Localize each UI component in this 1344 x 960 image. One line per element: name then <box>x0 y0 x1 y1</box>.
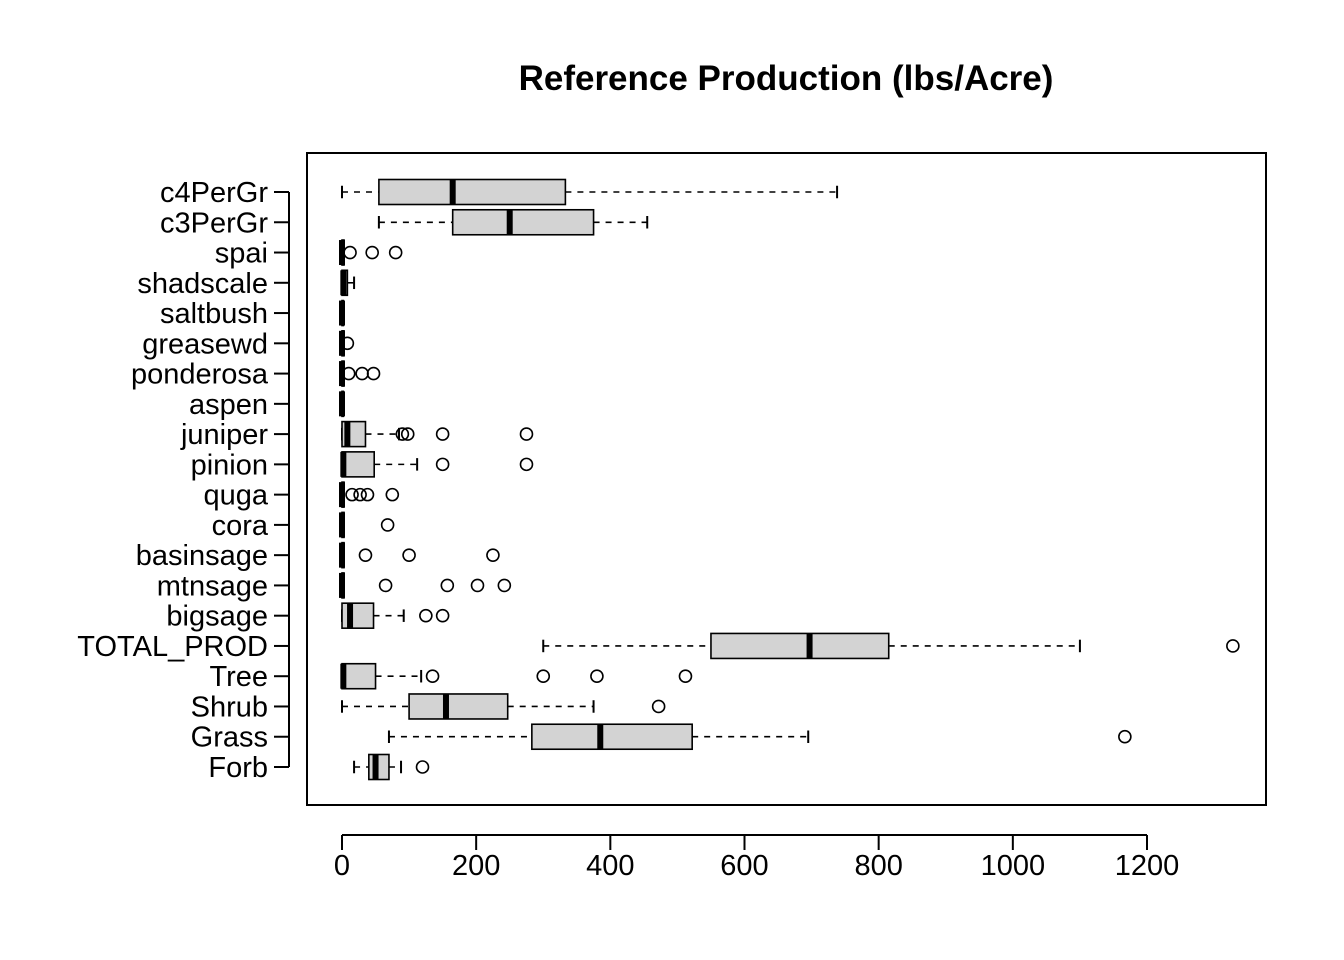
category-label-forb: Forb <box>208 752 268 784</box>
x-tick-label: 1200 <box>1115 850 1180 882</box>
box-pinion <box>340 451 534 478</box>
outlier-point <box>400 427 415 441</box>
iqr-box <box>341 602 375 629</box>
plot-frame <box>306 152 1267 806</box>
iqr-box <box>710 632 890 660</box>
x-tick-label: 0 <box>334 850 350 882</box>
box-saltbush <box>339 299 345 327</box>
outlier-point <box>486 548 500 562</box>
iqr-box <box>378 178 567 206</box>
iqr-box <box>408 693 509 720</box>
outlier-point <box>345 487 359 502</box>
category-label-greasewd: greasewd <box>142 328 268 360</box>
box-spai <box>339 239 403 266</box>
category-label-shrub: Shrub <box>191 691 268 723</box>
boxes-layer <box>339 178 1240 781</box>
box-ponderosa <box>339 360 381 387</box>
box-tree <box>340 662 693 690</box>
box-shadscale <box>340 269 356 297</box>
box-greasewd <box>339 330 355 357</box>
outlier-point <box>440 578 455 593</box>
outlier-point <box>678 669 693 684</box>
x-tick-label: 200 <box>452 850 500 882</box>
outlier-point <box>497 578 512 593</box>
category-label-aspen: aspen <box>189 389 268 421</box>
y-axis: ForbGrassShrubTreeTOTAL_PRODbigsagemtnsa… <box>77 177 290 784</box>
outlier-point <box>419 608 433 623</box>
category-label-cora: cora <box>212 510 269 542</box>
box-mtnsage <box>339 572 512 599</box>
category-label-spai: spai <box>215 238 268 270</box>
chart-title: Reference Production (lbs/Acre) <box>519 59 1054 98</box>
outlier-point <box>353 487 367 502</box>
box-shrub <box>341 693 666 720</box>
category-label-mtnsage: mtnsage <box>157 570 268 602</box>
outlier-point <box>358 548 373 562</box>
x-axis: 0 200 400 600 800 1000 1200 <box>334 834 1180 882</box>
outlier-point <box>380 518 395 532</box>
iqr-box <box>368 753 390 781</box>
outlier-point <box>435 427 450 441</box>
category-label-juniper: juniper <box>180 419 268 451</box>
outlier-point <box>378 578 393 593</box>
outlier-point <box>340 336 355 351</box>
outlier-point <box>388 245 403 260</box>
box-juniper <box>341 420 534 448</box>
outlier-point <box>435 457 450 472</box>
outlier-point <box>360 487 375 502</box>
category-label-shadscale: shadscale <box>137 268 268 300</box>
outlier-point <box>651 699 666 714</box>
x-tick-label: 400 <box>586 850 634 882</box>
box-aspen <box>339 390 345 418</box>
category-label-saltbush: saltbush <box>160 298 268 330</box>
category-label-total_prod: TOTAL_PROD <box>77 631 268 663</box>
category-label-c3pergr: c3PerGr <box>160 207 268 239</box>
box-c4pergr <box>341 178 839 206</box>
iqr-box <box>341 662 377 690</box>
category-label-basinsage: basinsage <box>136 540 268 572</box>
box-basinsage <box>339 541 500 569</box>
box-quga <box>339 481 400 508</box>
outlier-point <box>385 487 400 502</box>
category-label-ponderosa: ponderosa <box>131 359 269 391</box>
outlier-point <box>519 457 534 472</box>
box-c3pergr <box>377 208 649 236</box>
x-tick-label: 1000 <box>981 850 1046 882</box>
category-label-quga: quga <box>203 480 268 512</box>
box-total_prod <box>542 632 1240 660</box>
box-bigsage <box>341 602 450 629</box>
outlier-point <box>519 427 534 441</box>
outlier-point <box>365 245 379 260</box>
category-label-c4pergr: c4PerGr <box>160 177 268 209</box>
category-label-tree: Tree <box>209 661 268 693</box>
x-tick-label: 600 <box>720 850 768 882</box>
outlier-point <box>470 578 485 593</box>
outlier-point <box>435 608 450 623</box>
outlier-point <box>536 669 551 684</box>
outlier-point <box>366 366 381 381</box>
box-grass <box>387 723 1132 751</box>
outlier-point <box>415 760 430 774</box>
iqr-box <box>341 451 376 478</box>
outlier-point <box>590 669 604 684</box>
outlier-point <box>395 427 410 441</box>
category-label-grass: Grass <box>191 722 268 754</box>
x-tick-label: 800 <box>854 850 902 882</box>
iqr-box <box>531 723 693 751</box>
outlier-point <box>343 245 357 260</box>
outlier-point <box>355 366 369 381</box>
outlier-point <box>402 548 416 562</box>
outlier-point <box>425 669 440 684</box>
box-cora <box>339 511 395 539</box>
iqr-box <box>451 208 595 236</box>
outlier-point <box>1118 729 1132 744</box>
box-forb <box>353 753 430 781</box>
outlier-point <box>1226 639 1240 653</box>
outlier-point <box>341 366 356 381</box>
category-label-bigsage: bigsage <box>166 601 268 633</box>
category-label-pinion: pinion <box>191 449 268 481</box>
